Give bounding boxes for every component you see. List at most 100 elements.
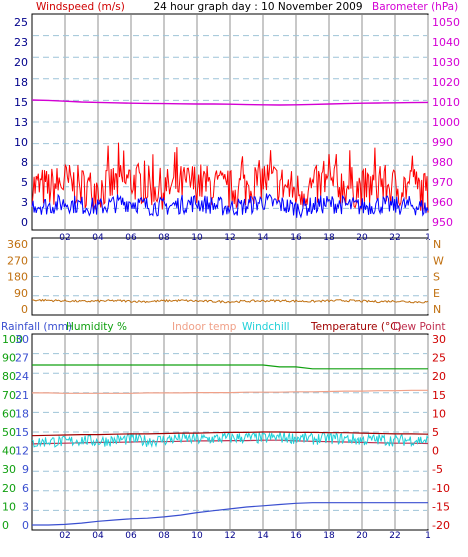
x-tick-label: 16 (290, 233, 302, 243)
x-tick-label: 14 (257, 531, 269, 541)
x-tick-label: 02 (59, 233, 70, 243)
x-tick-label: 18 (323, 233, 335, 243)
barometer-tick-label: 1020 (432, 76, 460, 89)
humidity-tick-label: 80 (2, 370, 16, 383)
direction-degree-tick: 90 (14, 287, 28, 300)
x-tick-label: 12 (224, 233, 235, 243)
x-tick-label: 04 (92, 233, 104, 243)
direction-degree-tick: 180 (7, 271, 28, 284)
direction-degree-tick: 0 (21, 303, 28, 316)
rainfall-tick-label: 0 (22, 519, 29, 532)
temperature-label: Temperature (°C) (310, 321, 402, 333)
barometer-tick-label: 990 (432, 136, 453, 149)
temperature-tick-label: -5 (432, 463, 443, 476)
graph-title: 24 hour graph day : 10 November 2009 (153, 1, 362, 13)
x-tick-label: 10 (191, 233, 203, 243)
temperature-line (31, 431, 429, 437)
humidity-tick-label: 50 (2, 426, 16, 439)
x-tick-label: 18 (323, 531, 335, 541)
barometer-line (31, 99, 429, 106)
temperature-tick-label: 30 (432, 333, 446, 346)
windchill-label: Windchill (242, 321, 290, 333)
compass-tick: N (433, 238, 441, 251)
windchill-line (31, 431, 429, 448)
windspeed-tick-label: 10 (14, 136, 28, 149)
rainfall-tick-label: 30 (15, 333, 29, 346)
humidity-tick-label: 40 (2, 445, 16, 458)
rainfall-label: Rainfall (mm) (1, 321, 72, 333)
temperature-tick-label: -20 (432, 519, 450, 532)
rainfall-tick-label: 9 (22, 463, 29, 476)
barometer-tick-label: 1030 (432, 56, 460, 69)
temperature-tick-label: -10 (432, 482, 450, 495)
barometer-tick-label: 970 (432, 176, 453, 189)
windspeed-tick-label: 8 (21, 156, 28, 169)
humidity-tick-label: 90 (2, 352, 16, 365)
x-tick-label: 04 (92, 531, 104, 541)
windspeed-axis-label: Windspeed (m/s) (36, 1, 125, 13)
x-tick-label: 22 (389, 531, 400, 541)
rainfall-tick-label: 3 (22, 500, 29, 513)
temperature-tick-label: -15 (432, 500, 450, 513)
x-tick-label: 02 (59, 531, 70, 541)
chart-marks: 02 04 06 08 10 12 14 16 18 20 22 125232018151310853… (2, 15, 460, 541)
x-tick-label: 22 (389, 233, 400, 243)
windspeed-line (31, 193, 429, 219)
humidity-tick-label: 10 (2, 500, 16, 513)
x-tick-label: 10 (191, 531, 203, 541)
barometer-tick-label: 1000 (432, 116, 460, 129)
windspeed-tick-label: 15 (14, 96, 28, 109)
temperature-tick-label: 25 (432, 352, 446, 365)
x-tick-label: 20 (356, 233, 368, 243)
barometer-tick-label: 1040 (432, 36, 460, 49)
x-tick-label: 16 (290, 531, 302, 541)
windspeed-tick-label: 18 (14, 76, 28, 89)
windspeed-tick-label: 0 (21, 216, 28, 229)
x-tick-label: 06 (125, 531, 137, 541)
x-tick-label: 08 (158, 233, 170, 243)
windspeed-tick-label: 5 (21, 176, 28, 189)
rainfall-line (32, 502, 428, 526)
barometer-tick-label: 1010 (432, 96, 460, 109)
compass-tick: N (433, 303, 441, 316)
humidity-tick-label: 30 (2, 463, 16, 476)
compass-tick: E (433, 287, 440, 300)
direction-degree-tick: 270 (7, 254, 28, 267)
wind-direction-line (31, 298, 429, 304)
rainfall-tick-label: 27 (15, 352, 29, 365)
barometer-tick-label: 1050 (432, 16, 460, 29)
x-tick-label: 12 (224, 531, 235, 541)
temperature-tick-label: 15 (432, 389, 446, 402)
direction-degree-tick: 360 (7, 238, 28, 251)
barometer-axis-label: Barometer (hPa) (372, 1, 458, 13)
compass-tick: W (433, 254, 444, 267)
humidity-tick-label: 60 (2, 407, 16, 420)
dewpoint-label: Dew Point (393, 321, 446, 333)
humidity-tick-label: 0 (2, 519, 9, 532)
rainfall-tick-label: 21 (15, 389, 29, 402)
barometer-tick-label: 960 (432, 196, 453, 209)
humidity-tick-label: 20 (2, 482, 16, 495)
rainfall-tick-label: 12 (15, 445, 29, 458)
x-tick-label: 14 (257, 233, 269, 243)
x-tick-label: 06 (125, 233, 137, 243)
x-tick-label: 1 (425, 233, 431, 243)
humidity-tick-label: 70 (2, 389, 16, 402)
temperature-tick-label: 5 (432, 426, 439, 439)
windspeed-tick-label: 13 (14, 116, 28, 129)
compass-tick: S (433, 271, 440, 284)
humidity-line (32, 364, 428, 370)
rainfall-tick-label: 18 (15, 407, 29, 420)
x-tick-label: 1 (425, 531, 431, 541)
humidity-label: Humidity % (66, 321, 127, 333)
windspeed-tick-label: 3 (21, 196, 28, 209)
x-tick-label: 08 (158, 531, 170, 541)
barometer-tick-label: 950 (432, 216, 453, 229)
temperature-tick-label: 10 (432, 407, 446, 420)
barometer-tick-label: 980 (432, 156, 453, 169)
humidity-tick-label: 100 (2, 333, 23, 346)
windspeed-tick-label: 23 (14, 36, 28, 49)
windspeed-tick-label: 25 (14, 16, 28, 29)
indoor-temp-line (32, 389, 428, 394)
